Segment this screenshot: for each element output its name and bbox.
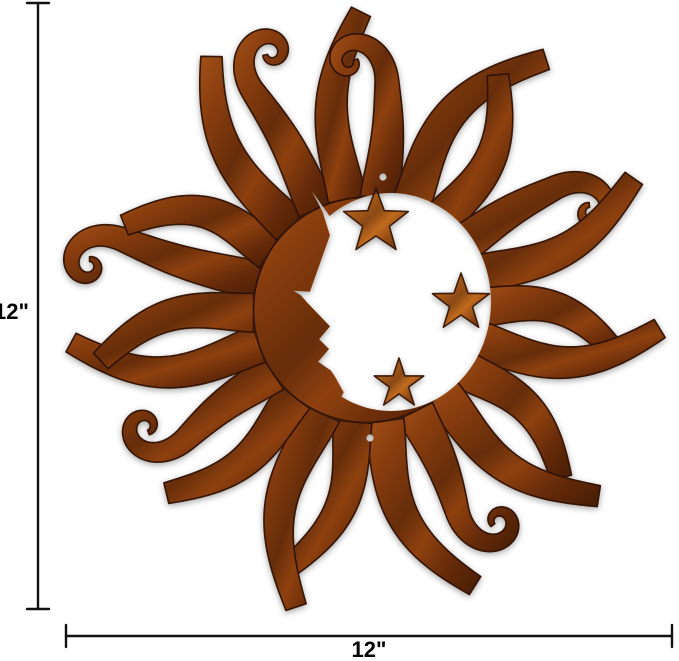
svg-text:12": 12" — [352, 637, 387, 661]
svg-text:12": 12" — [0, 299, 29, 324]
